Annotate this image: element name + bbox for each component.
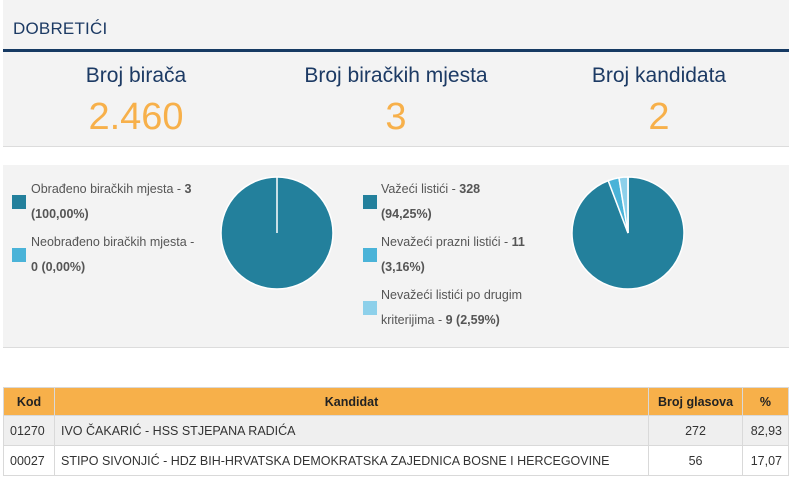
stat-candidates-value: 2	[648, 96, 670, 138]
cell-votes: 272	[648, 415, 743, 446]
column-code[interactable]: Kod	[3, 387, 55, 416]
legend-processed-count: 3	[184, 182, 192, 196]
legend-invalid-other: Nevažeći listići po drugim kriterijima -…	[381, 283, 551, 333]
legend-unprocessed: Neobrađeno biračkih mjesta - 0 (0,00%)	[31, 230, 216, 280]
legend-swatch-invalid-empty	[363, 248, 377, 262]
legend-unprocessed-pct: (0,00%)	[41, 260, 86, 274]
cell-code: 01270	[3, 415, 55, 446]
cell-percent: 17,07	[741, 445, 790, 476]
legend-invalid-empty: Nevažeći prazni listići - 11 (3,16%)	[381, 230, 551, 280]
column-percent[interactable]: %	[741, 387, 790, 416]
stat-polling-stations-value: 3	[385, 96, 407, 138]
legend-processed: Obrađeno biračkih mjesta - 3 (100,00%)	[31, 177, 216, 227]
legend-swatch-unprocessed	[12, 248, 26, 262]
municipality-title: DOBRETIĆI	[13, 19, 108, 38]
legend-valid-count: 328	[459, 182, 481, 196]
legend-invalid-other-text: Nevažeći listići po drugim kriterijima -	[381, 288, 523, 327]
stat-voters: Broj birača 2.460	[16, 64, 256, 139]
legend-swatch-processed	[12, 195, 26, 209]
legend-invalid-other-pct: (2,59%)	[456, 313, 500, 327]
column-votes[interactable]: Broj glasova	[648, 387, 743, 416]
stat-polling-stations: Broj biračkih mjesta 3	[276, 64, 516, 139]
legend-swatch-valid	[363, 195, 377, 209]
cell-candidate: IVO ČAKARIĆ - HSS STJEPANA RADIĆA	[53, 415, 650, 446]
ballots-pie-chart	[571, 176, 685, 290]
legend-invalid-empty-count: 11	[511, 235, 525, 249]
stat-candidates-label: Broj kandidata	[591, 64, 727, 87]
results-table: Kod Kandidat Broj glasova % 01270 IVO ČA…	[3, 387, 790, 476]
charts-panel: Obrađeno biračkih mjesta - 3 (100,00%) N…	[3, 165, 789, 348]
legend-processed-pct: (100,00%)	[31, 207, 89, 221]
cell-candidate: STIPO SIVONJIĆ - HDZ BIH-HRVATSKA DEMOKR…	[53, 445, 650, 476]
stat-candidates: Broj kandidata 2	[539, 64, 779, 139]
title-divider	[3, 49, 789, 52]
legend-invalid-empty-text: Nevažeći prazni listići -	[381, 235, 512, 249]
legend-unprocessed-count: 0	[31, 260, 38, 274]
legend-valid-text: Važeći listići -	[381, 182, 460, 196]
results-table-wrap: Kod Kandidat Broj glasova % 01270 IVO ČA…	[3, 387, 790, 476]
legend-valid: Važeći listići - 328 (94,25%)	[381, 177, 551, 227]
legend-swatch-invalid-other	[363, 301, 377, 315]
legend-invalid-other-count: 9	[445, 313, 453, 327]
cell-votes: 56	[648, 445, 743, 476]
legend-invalid-empty-pct: (3,16%)	[381, 260, 425, 274]
processing-pie-chart	[220, 176, 334, 290]
legend-valid-pct: (94,25%)	[381, 207, 432, 221]
table-row[interactable]: 00027 STIPO SIVONJIĆ - HDZ BIH-HRVATSKA …	[3, 445, 790, 476]
table-row[interactable]: 01270 IVO ČAKARIĆ - HSS STJEPANA RADIĆA …	[3, 415, 790, 446]
stat-voters-value: 2.460	[88, 96, 184, 138]
cell-percent: 82,93	[741, 415, 790, 446]
stat-voters-label: Broj birača	[85, 64, 187, 87]
legend-processed-text: Obrađeno biračkih mjesta -	[31, 182, 185, 196]
results-header-row: Kod Kandidat Broj glasova %	[3, 387, 790, 416]
legend-unprocessed-text: Neobrađeno biračkih mjesta -	[31, 235, 195, 249]
cell-code: 00027	[3, 445, 55, 476]
column-candidate[interactable]: Kandidat	[53, 387, 650, 416]
stat-polling-stations-label: Broj biračkih mjesta	[304, 64, 488, 87]
summary-panel: DOBRETIĆI Broj birača 2.460 Broj birački…	[3, 0, 789, 147]
